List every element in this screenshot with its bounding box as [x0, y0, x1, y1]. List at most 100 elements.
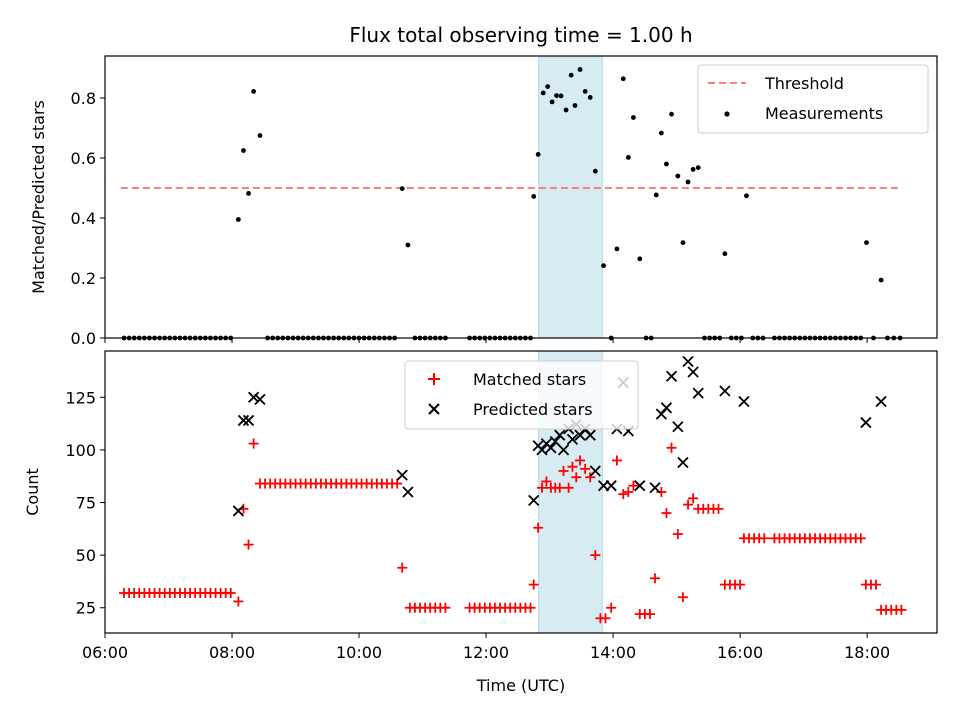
predicted-star-point — [566, 433, 579, 446]
bottom-y-axis-title: Count — [23, 468, 42, 516]
measurement-point — [592, 168, 598, 174]
bottom-x-tick-label: 18:00 — [844, 643, 890, 662]
threshold-legend-label: Threshold — [764, 74, 844, 93]
measurement-point — [685, 179, 691, 185]
bottom-y-tick-label: 100 — [65, 441, 96, 460]
top-plot-border — [104, 55, 938, 339]
bottom-y-tick-label: 50 — [76, 546, 96, 565]
predicted-star-point — [719, 385, 731, 397]
top-y-tick-label: 0.2 — [71, 269, 96, 288]
predicted-star-point — [254, 393, 266, 406]
predicted-star-point — [554, 429, 566, 441]
predicted-star-point — [860, 416, 872, 429]
measurement-point — [554, 93, 559, 98]
matched-star-point — [528, 579, 539, 590]
predicted-legend-label: Predicted stars — [473, 400, 593, 419]
measurement-point — [568, 72, 574, 78]
matched-star-point — [713, 503, 724, 514]
measurement-point — [878, 277, 884, 283]
bottom-x-tick-label: 16:00 — [717, 643, 763, 662]
matched-star-point — [248, 438, 259, 449]
matched-star-point — [896, 604, 907, 615]
measurements-legend-swatch — [724, 111, 730, 117]
matched-star-point — [392, 478, 403, 489]
predicted-legend-swatch — [428, 403, 440, 415]
predicted-star-point — [682, 355, 694, 368]
predicted-star-point — [549, 435, 561, 448]
predicted-star-point — [687, 366, 699, 378]
bottom-x-axis: 06:00 08:00 10:00 12:00 14:00 16:00 18:00 — [82, 633, 890, 662]
matched-star-point — [600, 613, 611, 624]
matched-star-point — [618, 489, 629, 500]
measurement-point — [690, 167, 696, 172]
measurement-point — [531, 194, 537, 199]
predicted-star-point — [605, 480, 617, 492]
measurement-point — [637, 256, 643, 262]
matched-star-point — [563, 482, 574, 493]
measurement-point — [235, 217, 241, 222]
measurement-point — [405, 242, 411, 248]
predicted-star-point — [247, 391, 260, 403]
top-panel: 0.00.20.40.60.8 Matched/Predicted stars … — [29, 55, 938, 348]
predicted-star-point — [649, 482, 661, 494]
measurement-point — [257, 133, 263, 138]
bottom-y-axis: 25 50 75 100 125 — [65, 388, 105, 618]
measurement-point — [653, 192, 659, 198]
matched-star-point — [585, 472, 596, 483]
measurement-point — [587, 95, 593, 100]
matched-legend-swatch — [428, 373, 440, 385]
matched-star-point — [233, 596, 244, 607]
bottom-plot-border — [104, 350, 938, 634]
predicted-star-point — [242, 414, 255, 427]
predicted-star-point — [677, 456, 689, 469]
top-y-tick-label: 0.4 — [71, 209, 96, 228]
predicted-star-point — [634, 480, 646, 492]
matched-star-point — [558, 465, 569, 476]
matched-star-point — [571, 472, 582, 483]
measurement-point — [251, 89, 257, 94]
matched-star-point — [735, 579, 746, 590]
predicted-star-point — [528, 494, 540, 507]
measurement-point — [658, 130, 664, 136]
predicted-star-point — [557, 444, 570, 456]
matched-star-point — [677, 592, 688, 603]
matched-star-point — [606, 602, 617, 613]
measurement-point — [241, 148, 246, 153]
measurement-point — [545, 84, 551, 89]
measurement-point — [563, 107, 569, 113]
matched-star-point — [623, 487, 634, 497]
bottom-panel: 25 50 75 100 125 06:00 08:00 10:00 12:00 14:00 16… — [23, 350, 938, 695]
matched-legend-label: Matched stars — [473, 370, 586, 389]
measurement-point — [744, 193, 749, 199]
top-y-tick-label: 0.8 — [71, 89, 96, 108]
matched-star-point — [644, 609, 655, 620]
predicted-star-point — [396, 469, 408, 481]
predicted-star-point — [875, 395, 887, 408]
matched-star-point — [533, 522, 544, 533]
measurement-point — [540, 90, 546, 96]
predicted-star-point — [545, 442, 557, 454]
measurement-point — [601, 263, 606, 269]
matched-star-point — [683, 499, 694, 510]
measurement-point — [695, 165, 701, 171]
top-y-tick-label: 0.0 — [71, 329, 96, 348]
measurement-point — [246, 191, 251, 196]
top-highlight-span — [538, 55, 603, 339]
predicted-star-point — [660, 402, 673, 414]
predicted-star-point — [237, 414, 250, 427]
predicted-star-point — [536, 444, 548, 456]
measurement-point — [572, 103, 578, 108]
matched-star-point — [225, 588, 236, 599]
bottom-y-tick-label: 25 — [76, 599, 96, 618]
predicted-star-point — [738, 395, 750, 408]
matched-star-point — [541, 476, 552, 487]
matched-stars-points — [119, 438, 907, 624]
measurement-point — [680, 240, 686, 246]
matched-star-point — [590, 550, 601, 561]
top-legend-box — [697, 64, 929, 134]
measurement-point — [864, 240, 869, 246]
bottom-x-tick-label: 06:00 — [82, 643, 128, 662]
predicted-star-point — [665, 370, 678, 382]
measurement-point — [722, 251, 728, 257]
